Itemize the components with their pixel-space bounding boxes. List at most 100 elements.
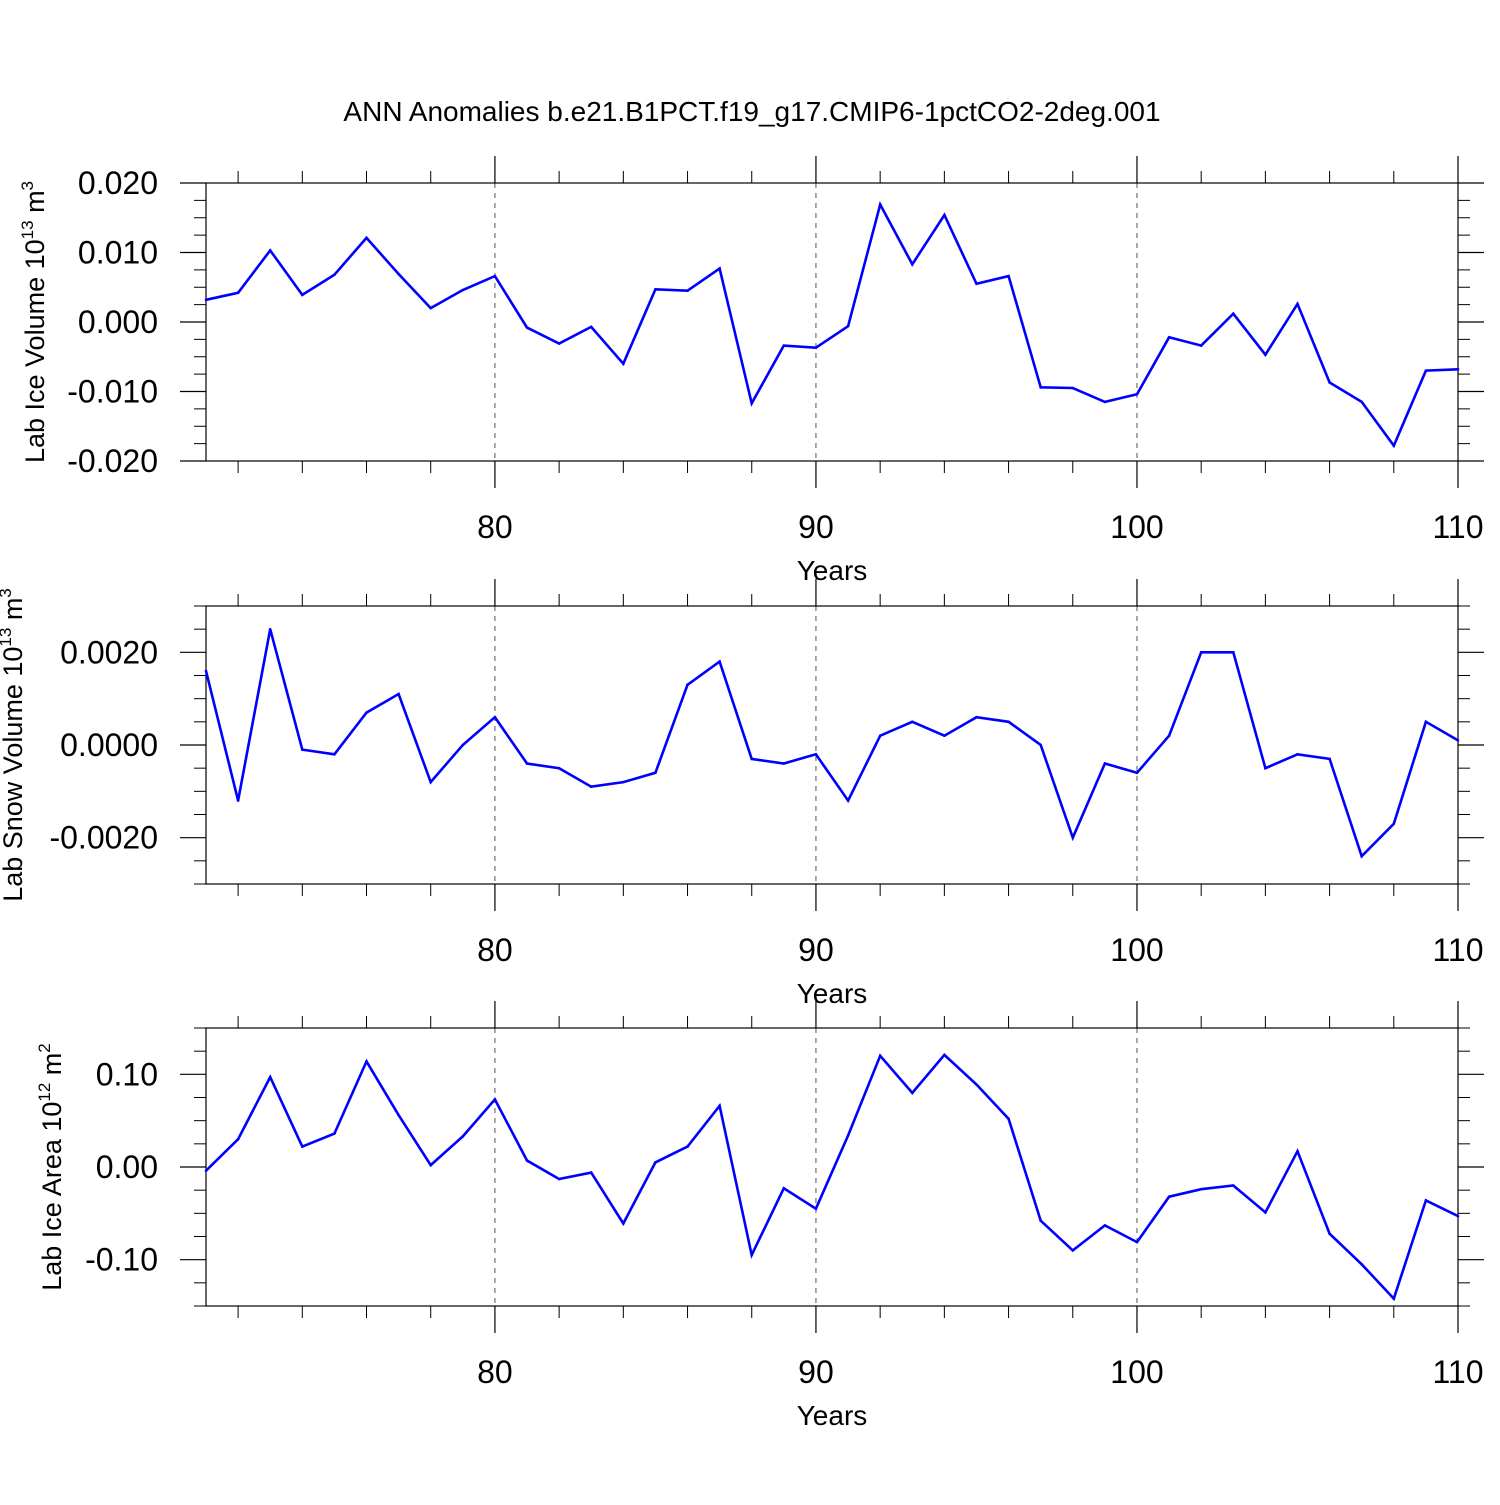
data-point	[1264, 766, 1267, 770]
data-point	[301, 293, 304, 297]
data-point	[1456, 739, 1460, 742]
data-point	[1392, 444, 1396, 448]
data-point	[1039, 743, 1042, 747]
data-point	[1071, 1249, 1075, 1252]
data-point	[622, 780, 625, 784]
data-point	[1296, 752, 1299, 756]
x-tick-label: 80	[477, 932, 513, 968]
data-point	[397, 272, 400, 276]
y-tick-label: -0.10	[85, 1242, 158, 1278]
data-point	[1328, 1232, 1331, 1236]
x-tick-label: 100	[1110, 1354, 1163, 1390]
data-point	[365, 236, 368, 240]
data-point	[814, 1207, 818, 1210]
data-point	[1167, 1195, 1171, 1198]
data-point	[654, 1161, 657, 1164]
data-point	[1199, 1187, 1203, 1191]
data-point	[846, 324, 850, 328]
data-point	[1039, 386, 1042, 389]
y-tick-label: -0.0020	[49, 820, 158, 856]
data-point	[557, 1177, 561, 1181]
data-point	[1007, 274, 1010, 278]
data-point	[654, 771, 657, 775]
y-axis-label-text: m	[20, 190, 50, 220]
data-point	[236, 291, 240, 295]
chart-panel-3: 80 90 100 110 Years -0.10 0.00 0.10 Lab Ice Area…	[35, 1001, 1484, 1431]
chart-panel-2: 80 90 100 110 Years -0.0020 0.0000 0.0020 Lab Sn…	[0, 579, 1484, 1009]
y-tick-label: 0.0000	[60, 727, 158, 763]
y-axis-label-superscript: 13	[18, 220, 37, 239]
data-point	[686, 289, 689, 293]
y-axis-label-text: Lab Snow Volume 10	[0, 647, 28, 902]
x-axis-label: Years	[797, 555, 868, 586]
data-point	[943, 213, 946, 217]
data-point	[461, 288, 465, 292]
data-point	[365, 1060, 368, 1063]
data-point	[975, 282, 978, 286]
data-point	[1167, 734, 1171, 738]
data-point	[750, 1253, 754, 1257]
data-point	[1392, 1297, 1396, 1300]
data-point	[429, 780, 433, 784]
data-point	[589, 325, 593, 329]
data-point	[782, 344, 786, 347]
data-point	[589, 1171, 593, 1174]
y-axis-label: Lab Ice Area 1012 m2	[35, 1043, 67, 1291]
data-point	[686, 1145, 689, 1148]
data-point	[718, 267, 721, 270]
data-point	[1135, 392, 1139, 396]
y-tick-label: 0.020	[78, 165, 158, 201]
data-point	[204, 298, 208, 302]
data-point	[1199, 344, 1203, 347]
data-point	[878, 203, 882, 206]
data-point	[1071, 836, 1075, 839]
data-point	[397, 692, 400, 696]
data-point	[301, 1145, 304, 1148]
x-tick-label: 80	[477, 509, 513, 545]
data-point	[525, 1159, 529, 1162]
data-point	[236, 1137, 240, 1141]
data-point	[429, 306, 433, 310]
data-point	[1296, 302, 1299, 306]
x-tick-label: 110	[1432, 1354, 1483, 1390]
data-point	[461, 743, 465, 747]
data-point	[846, 799, 850, 802]
data-point	[1456, 367, 1460, 371]
series-line	[205, 200, 1459, 449]
data-point	[782, 1187, 786, 1190]
x-tick-label: 90	[798, 932, 834, 968]
y-tick-label: 0.0020	[60, 634, 158, 670]
data-point	[1231, 312, 1235, 315]
data-point	[1264, 353, 1267, 356]
data-point	[268, 249, 272, 252]
data-point	[365, 711, 368, 714]
y-axis-label-superscript: 12	[35, 1083, 54, 1102]
data-point	[204, 669, 208, 673]
chart-title: ANN Anomalies b.e21.B1PCT.f19_g17.CMIP6-…	[343, 96, 1160, 127]
chart-panel-1: 80 90 100 110 Years -0.020 -0.010 0.000 0.010 0.0…	[18, 156, 1484, 586]
data-point	[1264, 1211, 1267, 1214]
data-point	[333, 273, 336, 277]
data-point	[1328, 381, 1331, 384]
data-point	[493, 274, 497, 278]
plot-frame	[205, 1027, 1459, 1307]
y-axis-label: Lab Snow Volume 1013 m3	[0, 588, 28, 902]
data-point	[557, 342, 561, 345]
data-point	[718, 660, 721, 663]
data-point	[943, 734, 946, 738]
series-line	[204, 628, 1459, 859]
data-point	[975, 1083, 978, 1086]
y-axis-label-text: m	[0, 598, 28, 628]
x-tick-label: 110	[1432, 932, 1483, 968]
x-axis-label: Years	[797, 978, 868, 1009]
data-point	[1007, 1117, 1010, 1121]
data-point	[236, 799, 240, 802]
data-point	[718, 1104, 721, 1108]
y-axis-label-text: m	[37, 1053, 67, 1083]
data-point	[814, 752, 818, 756]
x-tick-label: 110	[1432, 509, 1483, 545]
data-point	[1007, 720, 1010, 724]
data-point	[1039, 1219, 1042, 1223]
data-point	[397, 1113, 400, 1117]
